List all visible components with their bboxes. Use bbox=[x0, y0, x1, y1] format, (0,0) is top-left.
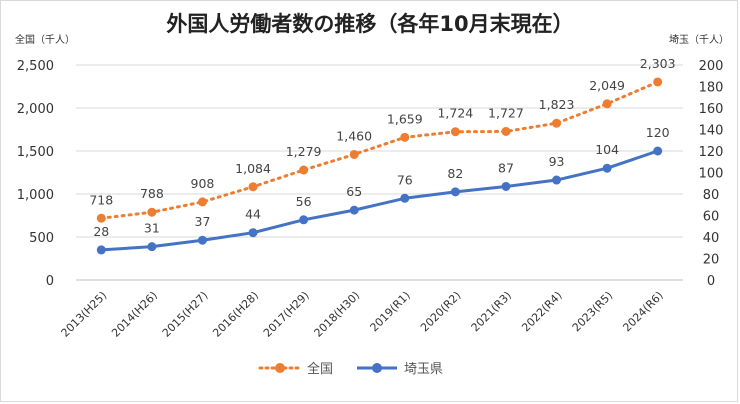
data-label: 788 bbox=[140, 186, 164, 201]
data-label: 1,279 bbox=[286, 144, 322, 159]
y-left-tick-label: 1,000 bbox=[17, 188, 54, 203]
y-right-tick-label: 180 bbox=[699, 81, 724, 96]
series-line-national bbox=[99, 80, 660, 220]
data-point bbox=[602, 163, 612, 173]
x-tick-label: 2019(R1) bbox=[368, 289, 413, 334]
legend-label-saitama: 埼玉県 bbox=[404, 362, 443, 377]
x-tick-label: 2018(H30) bbox=[312, 289, 363, 340]
x-tick-label: 2014(H26) bbox=[109, 289, 160, 340]
data-point bbox=[653, 77, 663, 87]
data-label: 1,084 bbox=[235, 161, 271, 176]
series-group: 718 788 908 1,084 1,279 1,460 1,659 1,724 1,727 1… bbox=[89, 56, 676, 255]
data-label: 1,823 bbox=[539, 97, 575, 112]
data-point bbox=[349, 205, 359, 215]
right-y-axis: 0 20 40 60 80 100 120 140 160 180 200 bbox=[699, 59, 724, 289]
x-tick-label: 2013(H25) bbox=[59, 289, 110, 340]
y-left-tick-label: 2,500 bbox=[17, 59, 54, 74]
y-right-tick-label: 60 bbox=[703, 210, 720, 225]
x-tick-label: 2021(R3) bbox=[469, 289, 514, 334]
data-label: 93 bbox=[549, 154, 565, 169]
y-left-tick-label: 0 bbox=[46, 274, 54, 289]
data-point bbox=[501, 126, 511, 136]
data-point bbox=[96, 245, 106, 255]
data-point bbox=[400, 132, 410, 142]
data-label: 718 bbox=[89, 192, 113, 207]
y-left-tick-label: 2,000 bbox=[17, 102, 54, 117]
data-label: 1,460 bbox=[336, 128, 372, 143]
data-point bbox=[197, 235, 207, 245]
data-label: 65 bbox=[346, 184, 362, 199]
data-label: 2,049 bbox=[589, 78, 625, 93]
data-label: 2,303 bbox=[640, 56, 676, 71]
data-point bbox=[400, 193, 410, 203]
x-tick-label: 2016(H28) bbox=[210, 289, 261, 340]
left-axis-unit: 全国（千人） bbox=[15, 33, 75, 46]
data-point bbox=[299, 165, 309, 175]
x-tick-label: 2024(R6) bbox=[620, 289, 665, 334]
x-axis: 2013(H25) 2014(H26) 2015(H27) 2016(H28) 2017… bbox=[59, 279, 683, 340]
x-tick-label: 2015(H27) bbox=[160, 289, 211, 340]
data-point bbox=[602, 99, 612, 109]
series-line-saitama bbox=[99, 149, 660, 252]
y-left-tick-label: 1,500 bbox=[17, 145, 54, 160]
data-label: 56 bbox=[296, 194, 312, 209]
legend-marker-saitama bbox=[372, 363, 382, 373]
data-label: 1,727 bbox=[488, 105, 524, 120]
data-label: 44 bbox=[245, 207, 261, 222]
data-label: 76 bbox=[397, 172, 413, 187]
legend-label-national: 全国 bbox=[307, 361, 333, 377]
data-label: 87 bbox=[498, 160, 514, 175]
data-point bbox=[147, 242, 157, 252]
data-label: 37 bbox=[195, 214, 211, 229]
data-label: 1,659 bbox=[387, 111, 423, 126]
right-axis-unit: 埼玉（千人） bbox=[669, 33, 729, 46]
data-label: 104 bbox=[595, 142, 619, 157]
data-label: 28 bbox=[93, 224, 109, 239]
data-point bbox=[349, 149, 359, 159]
data-point bbox=[450, 127, 460, 137]
y-right-tick-label: 0 bbox=[707, 274, 715, 289]
x-tick-label: 2022(R4) bbox=[519, 289, 564, 334]
data-label: 908 bbox=[191, 176, 215, 191]
y-right-tick-label: 200 bbox=[699, 59, 724, 74]
data-point bbox=[147, 207, 157, 217]
y-right-tick-label: 100 bbox=[699, 167, 724, 182]
y-left-tick-label: 500 bbox=[29, 231, 54, 246]
y-right-tick-label: 140 bbox=[699, 124, 724, 139]
chart-title: 外国人労働者数の推移（各年10月末現在） bbox=[166, 12, 573, 36]
data-label: 1,724 bbox=[437, 106, 473, 121]
data-point bbox=[299, 215, 309, 225]
data-label: 31 bbox=[144, 221, 160, 236]
y-right-tick-label: 40 bbox=[703, 231, 720, 246]
x-tick-label: 2017(H29) bbox=[261, 289, 312, 340]
data-point bbox=[197, 197, 207, 207]
data-point bbox=[552, 175, 562, 185]
y-right-tick-label: 20 bbox=[703, 253, 720, 268]
data-label: 82 bbox=[447, 166, 463, 181]
x-tick-label: 2023(R5) bbox=[570, 289, 615, 334]
y-right-tick-label: 160 bbox=[699, 102, 724, 117]
x-tick-label: 2020(R2) bbox=[418, 289, 463, 334]
y-right-tick-label: 80 bbox=[703, 188, 720, 203]
legend: 全国 埼玉県 bbox=[258, 361, 443, 377]
data-point bbox=[501, 181, 511, 191]
legend-marker-national bbox=[275, 363, 285, 373]
data-point bbox=[450, 187, 460, 197]
y-right-tick-label: 120 bbox=[699, 145, 724, 160]
data-point bbox=[248, 228, 258, 238]
data-point bbox=[96, 213, 106, 223]
data-point bbox=[552, 118, 562, 128]
data-point bbox=[248, 182, 258, 192]
data-point bbox=[653, 146, 663, 156]
data-label: 120 bbox=[646, 125, 670, 140]
left-y-axis: 0 500 1,000 1,500 2,000 2,500 bbox=[17, 59, 54, 289]
